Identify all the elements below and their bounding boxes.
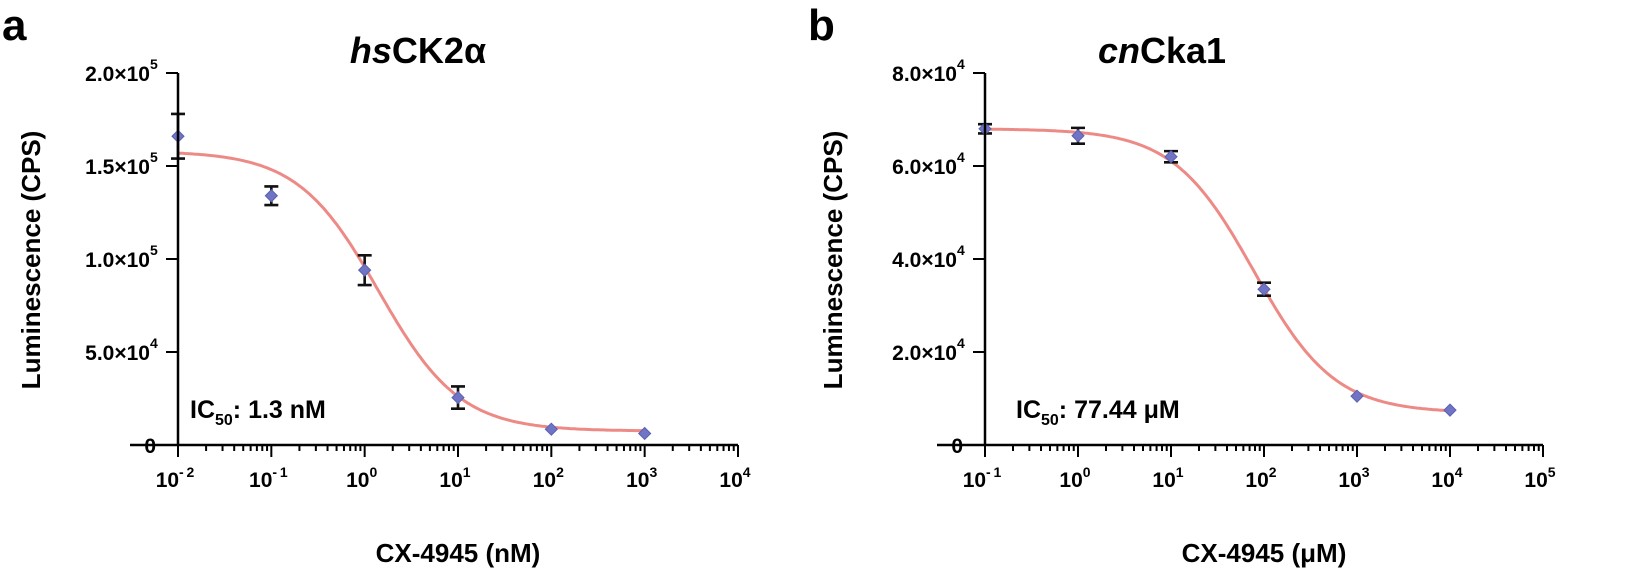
y-tick-label-b-2: 4.0×10 xyxy=(892,249,957,272)
data-point-b-4 xyxy=(1350,389,1364,403)
x-tick-label-b-2: 101 xyxy=(1152,464,1183,492)
x-ticks-b: 10- 1 100 101 102 103 104 105 xyxy=(963,445,1556,492)
x-tick-label-a-3: 101 xyxy=(439,464,470,492)
y-tick-label-b-0: 0 xyxy=(951,435,963,458)
y-tick-exp-b-2: 4 xyxy=(957,242,965,258)
x-tick-label-b-3: 102 xyxy=(1245,464,1276,492)
x-tick-label-a-1: 10- 1 xyxy=(249,464,288,492)
y-tick-exp-a-3: 5 xyxy=(150,149,158,165)
y-ticks-a: 05.0×10 41.0×10 51.5×10 52.0×10 5 xyxy=(85,56,178,458)
x-tick-label-a-2: 100 xyxy=(346,464,377,492)
data-point-b-2 xyxy=(1164,149,1178,164)
data-point-a-4 xyxy=(544,422,559,436)
y-tick-label-a-3: 1.5×10 xyxy=(85,156,150,179)
data-point-b-1 xyxy=(1071,129,1085,143)
x-tick-label-b-1: 100 xyxy=(1059,464,1090,492)
x-tick-label-b-5: 104 xyxy=(1431,464,1462,492)
x-tick-label-a-6: 104 xyxy=(719,464,750,492)
x-axis-label-a: CX-4945 (nM) xyxy=(376,538,541,568)
x-tick-label-b-6: 105 xyxy=(1524,464,1555,492)
x-tick-label-a-5: 103 xyxy=(626,464,657,492)
data-point-b-3 xyxy=(1257,282,1271,296)
panel-letter-a: a xyxy=(2,1,27,50)
chart-title-a: hsCK2α xyxy=(350,30,486,71)
data-points-a xyxy=(171,129,652,441)
y-tick-label-a-2: 1.0×10 xyxy=(85,249,150,272)
axes-a xyxy=(130,73,738,447)
data-point-b-5 xyxy=(1443,403,1457,417)
y-tick-exp-b-3: 4 xyxy=(957,149,965,165)
data-point-a-1 xyxy=(264,189,279,203)
panel-letter-b: b xyxy=(808,1,835,50)
y-axis-label-a: Luminescence (CPS) xyxy=(16,131,46,390)
y-tick-label-a-0: 0 xyxy=(144,435,156,458)
chart-title-b: cnCka1 xyxy=(1098,30,1226,71)
data-points-b xyxy=(978,122,1457,417)
y-tick-exp-a-4: 5 xyxy=(150,56,158,72)
fit-curve-b xyxy=(985,127,1451,413)
y-tick-exp-a-1: 4 xyxy=(150,335,158,351)
x-tick-label-a-0: 10- 2 xyxy=(156,464,195,492)
data-point-a-2 xyxy=(357,263,372,277)
fit-curve-a xyxy=(177,151,645,433)
x-tick-label-a-4: 102 xyxy=(533,464,564,492)
y-tick-label-b-1: 2.0×10 xyxy=(892,342,957,365)
y-tick-label-b-4: 8.0×10 xyxy=(892,63,957,86)
y-tick-label-a-1: 5.0×10 xyxy=(85,342,150,365)
x-ticks-a: 10- 2 10- 1 100 101 102 103 104 xyxy=(156,445,751,492)
x-tick-label-b-4: 103 xyxy=(1338,464,1369,492)
y-axis-label-b: Luminescence (CPS) xyxy=(818,131,848,390)
error-bars-b xyxy=(978,122,1271,298)
error-bars-a xyxy=(171,112,465,411)
axes-b xyxy=(937,73,1543,447)
x-axis-label-b: CX-4945 (μM) xyxy=(1182,538,1347,568)
y-tick-label-b-3: 6.0×10 xyxy=(892,156,957,179)
panel-b: b cnCka1 Luminescence (CPS) CX-4945 (μM)… xyxy=(808,1,1556,568)
y-tick-label-a-4: 2.0×10 xyxy=(85,63,150,86)
data-point-a-3 xyxy=(451,390,465,405)
y-tick-exp-b-4: 4 xyxy=(957,56,965,72)
x-tick-label-b-0: 10- 1 xyxy=(963,464,1002,492)
y-tick-exp-a-2: 5 xyxy=(150,242,158,258)
panel-a: a hsCK2α Luminescence (CPS) CX-4945 (nM)… xyxy=(2,1,751,568)
y-ticks-b: 02.0×10 44.0×10 46.0×10 48.0×10 4 xyxy=(892,56,985,458)
y-tick-exp-b-1: 4 xyxy=(957,335,965,351)
data-point-a-5 xyxy=(637,426,652,441)
ic50-annotation-b: IC50: 77.44 μM xyxy=(1016,396,1180,429)
ic50-annotation-a: IC50: 1.3 nM xyxy=(190,396,326,429)
